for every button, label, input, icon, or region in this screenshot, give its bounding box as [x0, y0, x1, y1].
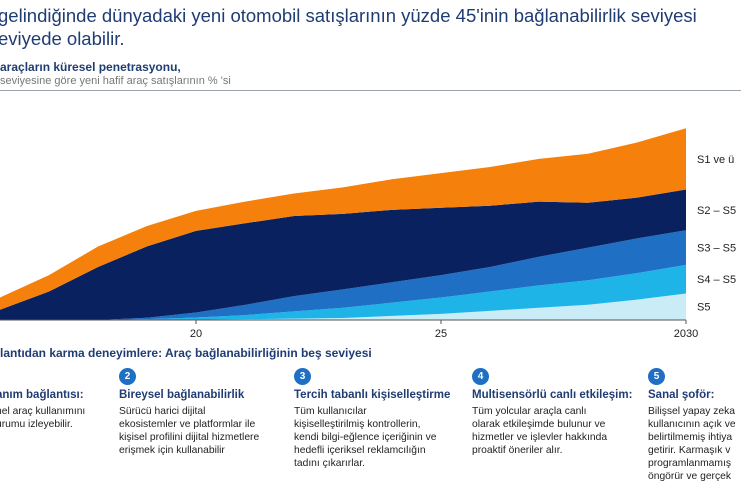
level-2-number-badge: 2 [119, 368, 136, 385]
level-4-number-badge: 4 [472, 368, 489, 385]
area-series-3 [0, 230, 686, 320]
area-series-4 [0, 189, 686, 320]
level-3-desc-line: tadını çıkarırlar. [294, 458, 365, 469]
level-3-desc-line: Tüm kullanıcılar [294, 406, 367, 417]
section-title: lantıdan karma deneyimlere: Araç bağlana… [0, 346, 372, 360]
level-4-desc-line: proaktif öneriler alır. [472, 445, 563, 456]
level-1-description: nel araç kullanımını urumu izleyebilir. [0, 405, 85, 431]
series-label-5: S1 ve ü [697, 154, 734, 166]
level-2-desc-line: Sürücü harici dijital [119, 406, 206, 417]
level-3-desc-line: kişiselleştirilmiş kontrollerin, [294, 419, 421, 430]
level-1-desc-line: urumu izleyebilir. [0, 419, 73, 430]
series-label-2: S4 – S5 [697, 274, 736, 286]
level-5-number-badge: 5 [648, 368, 665, 385]
level-3-desc-line: hedefli içeriksel reklamcılığın [294, 445, 426, 456]
level-3-description: Tüm kullanıcılar kişiselleştirilmiş kont… [294, 405, 437, 470]
level-1-desc-line: nel araç kullanımını [0, 406, 86, 417]
headline-line-1: gelindiğinde dünyadaki yeni otomobil sat… [0, 5, 697, 26]
headline: gelindiğinde dünyadaki yeni otomobil sat… [0, 4, 741, 50]
level-2-desc-line: kişisel profilini dijital hizmetlere [119, 432, 260, 443]
level-4-title: Multisensörlü canlı etkileşim: [472, 389, 633, 401]
stacked-area-chart: S5 S4 – S5 S3 – S5 S2 – S5 S1 ve ü 20 25 2030 [0, 128, 736, 340]
level-5-desc-line: getirir. Karmaşık v [648, 445, 731, 456]
series-label-4: S2 – S5 [697, 205, 736, 217]
level-1-title: anım bağlantısı: [0, 389, 84, 401]
level-2-description: Sürücü harici dijital ekosistemler ve pl… [119, 405, 259, 457]
x-tick-label: 20 [190, 328, 202, 340]
level-4-desc-line: hizmetler ve işlevler hakkında [472, 432, 608, 443]
level-5-desc-line: Bilişsel yapay zeka [648, 406, 735, 417]
level-2-desc-line: ekosistemler ve platformlar ile [119, 419, 256, 430]
headline-line-2: eviyede olabilir. [0, 28, 125, 49]
area-series-5 [0, 128, 686, 310]
chart-subtitle: seviyesine göre yeni hafif araç satışlar… [0, 75, 231, 87]
level-4-desc-line: Tüm yolcular araçla canlı [472, 406, 587, 417]
level-4-description: Tüm yolcular araçla canlı olarak etkileş… [472, 405, 607, 457]
level-3-number-badge: 3 [294, 368, 311, 385]
area-series-2 [0, 264, 686, 320]
level-card-5: 5 Sanal şoför: Bilişsel yapay zeka kulla… [648, 368, 741, 486]
x-tick-label: 2030 [674, 328, 698, 340]
level-2-desc-line: erişmek için kullanabilir [119, 445, 225, 456]
series-label-1: S5 [697, 302, 710, 314]
chart-title: araçların küresel penetrasyonu, [0, 60, 181, 74]
level-5-desc-line: belirtilmemiş ihtiya [648, 432, 733, 443]
x-tick-label: 25 [435, 328, 447, 340]
level-3-desc-line: kendi bilgi-eğlence içeriğinin ve [294, 432, 437, 443]
level-3-title: Tercih tabanlı kişiselleştirme [294, 389, 451, 401]
level-5-desc-line: programlanmamış [648, 458, 731, 469]
subtitle-divider [0, 90, 741, 91]
area-series-1 [0, 293, 686, 320]
level-5-title: Sanal şoför: [648, 389, 715, 401]
level-2-title: Bireysel bağlanabilirlik [119, 389, 245, 401]
level-5-desc-line: kullanıcının açık ve [648, 419, 736, 430]
series-label-3: S3 – S5 [697, 243, 736, 255]
level-5-desc-line: öngörür ve gerçek [648, 471, 731, 482]
level-5-description: Bilişsel yapay zeka kullanıcının açık ve… [648, 405, 736, 483]
level-4-desc-line: olarak etkileşimde bulunur ve [472, 419, 606, 430]
